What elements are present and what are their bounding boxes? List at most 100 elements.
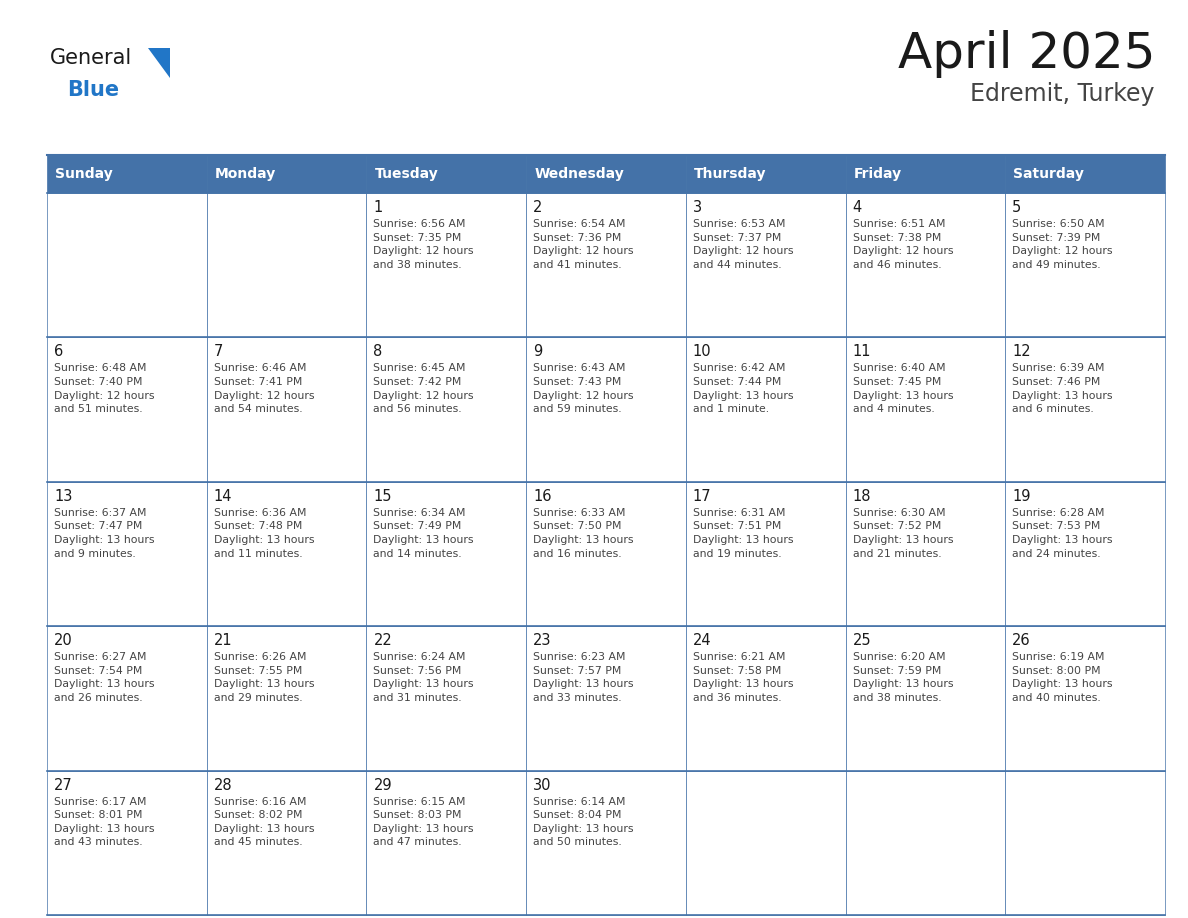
Bar	[526, 155, 685, 193]
Text: April 2025: April 2025	[897, 30, 1155, 78]
Bar	[48, 770, 207, 915]
Bar	[846, 482, 1005, 626]
Bar	[685, 482, 846, 626]
Text: Monday: Monday	[215, 167, 276, 181]
Bar	[366, 193, 526, 338]
Text: Sunrise: 6:14 AM
Sunset: 8:04 PM
Daylight: 13 hours
and 50 minutes.: Sunrise: 6:14 AM Sunset: 8:04 PM Dayligh…	[533, 797, 633, 847]
Text: Sunrise: 6:53 AM
Sunset: 7:37 PM
Daylight: 12 hours
and 44 minutes.: Sunrise: 6:53 AM Sunset: 7:37 PM Dayligh…	[693, 219, 794, 270]
Text: Sunrise: 6:45 AM
Sunset: 7:42 PM
Daylight: 12 hours
and 56 minutes.: Sunrise: 6:45 AM Sunset: 7:42 PM Dayligh…	[373, 364, 474, 414]
Bar	[526, 626, 685, 770]
Bar	[207, 770, 366, 915]
Text: Sunrise: 6:15 AM
Sunset: 8:03 PM
Daylight: 13 hours
and 47 minutes.: Sunrise: 6:15 AM Sunset: 8:03 PM Dayligh…	[373, 797, 474, 847]
Bar	[526, 193, 685, 338]
Text: 4: 4	[853, 200, 861, 215]
Bar	[207, 338, 366, 482]
Text: 9: 9	[533, 344, 543, 360]
Text: 23: 23	[533, 633, 551, 648]
Text: 22: 22	[373, 633, 392, 648]
Text: 18: 18	[853, 488, 871, 504]
Bar	[1005, 338, 1165, 482]
Bar	[366, 770, 526, 915]
Bar	[846, 770, 1005, 915]
Text: Blue: Blue	[67, 80, 119, 100]
Text: Sunrise: 6:56 AM
Sunset: 7:35 PM
Daylight: 12 hours
and 38 minutes.: Sunrise: 6:56 AM Sunset: 7:35 PM Dayligh…	[373, 219, 474, 270]
Text: 24: 24	[693, 633, 712, 648]
Text: Sunrise: 6:20 AM
Sunset: 7:59 PM
Daylight: 13 hours
and 38 minutes.: Sunrise: 6:20 AM Sunset: 7:59 PM Dayligh…	[853, 652, 953, 703]
Text: Sunrise: 6:36 AM
Sunset: 7:48 PM
Daylight: 13 hours
and 11 minutes.: Sunrise: 6:36 AM Sunset: 7:48 PM Dayligh…	[214, 508, 314, 558]
Text: Sunrise: 6:34 AM
Sunset: 7:49 PM
Daylight: 13 hours
and 14 minutes.: Sunrise: 6:34 AM Sunset: 7:49 PM Dayligh…	[373, 508, 474, 558]
Text: Sunrise: 6:16 AM
Sunset: 8:02 PM
Daylight: 13 hours
and 45 minutes.: Sunrise: 6:16 AM Sunset: 8:02 PM Dayligh…	[214, 797, 314, 847]
Bar	[48, 193, 207, 338]
Text: Tuesday: Tuesday	[374, 167, 438, 181]
Text: Sunrise: 6:46 AM
Sunset: 7:41 PM
Daylight: 12 hours
and 54 minutes.: Sunrise: 6:46 AM Sunset: 7:41 PM Dayligh…	[214, 364, 314, 414]
Text: 10: 10	[693, 344, 712, 360]
Bar	[207, 155, 366, 193]
Text: Sunrise: 6:28 AM
Sunset: 7:53 PM
Daylight: 13 hours
and 24 minutes.: Sunrise: 6:28 AM Sunset: 7:53 PM Dayligh…	[1012, 508, 1113, 558]
Bar	[1005, 482, 1165, 626]
Text: 26: 26	[1012, 633, 1031, 648]
Text: 1: 1	[373, 200, 383, 215]
Text: 12: 12	[1012, 344, 1031, 360]
Bar	[685, 770, 846, 915]
Text: 15: 15	[373, 488, 392, 504]
Bar	[366, 626, 526, 770]
Bar	[846, 338, 1005, 482]
Text: Thursday: Thursday	[694, 167, 766, 181]
Bar	[48, 338, 207, 482]
Bar	[846, 626, 1005, 770]
Text: Sunrise: 6:23 AM
Sunset: 7:57 PM
Daylight: 13 hours
and 33 minutes.: Sunrise: 6:23 AM Sunset: 7:57 PM Dayligh…	[533, 652, 633, 703]
Text: Sunrise: 6:27 AM
Sunset: 7:54 PM
Daylight: 13 hours
and 26 minutes.: Sunrise: 6:27 AM Sunset: 7:54 PM Dayligh…	[53, 652, 154, 703]
Text: Sunrise: 6:54 AM
Sunset: 7:36 PM
Daylight: 12 hours
and 41 minutes.: Sunrise: 6:54 AM Sunset: 7:36 PM Dayligh…	[533, 219, 633, 270]
Bar	[366, 155, 526, 193]
Text: 28: 28	[214, 778, 233, 792]
Bar	[1005, 770, 1165, 915]
Bar	[1005, 155, 1165, 193]
Text: Sunrise: 6:30 AM
Sunset: 7:52 PM
Daylight: 13 hours
and 21 minutes.: Sunrise: 6:30 AM Sunset: 7:52 PM Dayligh…	[853, 508, 953, 558]
Text: 13: 13	[53, 488, 72, 504]
Bar	[846, 155, 1005, 193]
Text: Sunrise: 6:50 AM
Sunset: 7:39 PM
Daylight: 12 hours
and 49 minutes.: Sunrise: 6:50 AM Sunset: 7:39 PM Dayligh…	[1012, 219, 1113, 270]
Bar	[685, 626, 846, 770]
Text: Sunday: Sunday	[55, 167, 113, 181]
Polygon shape	[148, 48, 170, 78]
Text: Friday: Friday	[853, 167, 902, 181]
Text: 6: 6	[53, 344, 63, 360]
Text: 20: 20	[53, 633, 72, 648]
Bar	[366, 482, 526, 626]
Text: Sunrise: 6:31 AM
Sunset: 7:51 PM
Daylight: 13 hours
and 19 minutes.: Sunrise: 6:31 AM Sunset: 7:51 PM Dayligh…	[693, 508, 794, 558]
Bar	[207, 193, 366, 338]
Text: 8: 8	[373, 344, 383, 360]
Bar	[207, 482, 366, 626]
Bar	[685, 338, 846, 482]
Text: 5: 5	[1012, 200, 1022, 215]
Text: 21: 21	[214, 633, 233, 648]
Text: 27: 27	[53, 778, 72, 792]
Text: 14: 14	[214, 488, 232, 504]
Text: 30: 30	[533, 778, 551, 792]
Text: 7: 7	[214, 344, 223, 360]
Bar	[526, 338, 685, 482]
Text: 2: 2	[533, 200, 543, 215]
Text: Sunrise: 6:48 AM
Sunset: 7:40 PM
Daylight: 12 hours
and 51 minutes.: Sunrise: 6:48 AM Sunset: 7:40 PM Dayligh…	[53, 364, 154, 414]
Bar	[1005, 626, 1165, 770]
Bar	[526, 770, 685, 915]
Bar	[685, 193, 846, 338]
Bar	[48, 155, 207, 193]
Text: Sunrise: 6:39 AM
Sunset: 7:46 PM
Daylight: 13 hours
and 6 minutes.: Sunrise: 6:39 AM Sunset: 7:46 PM Dayligh…	[1012, 364, 1113, 414]
Bar	[846, 193, 1005, 338]
Bar	[685, 155, 846, 193]
Text: Sunrise: 6:19 AM
Sunset: 8:00 PM
Daylight: 13 hours
and 40 minutes.: Sunrise: 6:19 AM Sunset: 8:00 PM Dayligh…	[1012, 652, 1113, 703]
Text: 19: 19	[1012, 488, 1031, 504]
Text: 3: 3	[693, 200, 702, 215]
Text: 29: 29	[373, 778, 392, 792]
Text: 17: 17	[693, 488, 712, 504]
Text: Sunrise: 6:21 AM
Sunset: 7:58 PM
Daylight: 13 hours
and 36 minutes.: Sunrise: 6:21 AM Sunset: 7:58 PM Dayligh…	[693, 652, 794, 703]
Text: General: General	[50, 48, 132, 68]
Bar	[526, 482, 685, 626]
Text: Sunrise: 6:42 AM
Sunset: 7:44 PM
Daylight: 13 hours
and 1 minute.: Sunrise: 6:42 AM Sunset: 7:44 PM Dayligh…	[693, 364, 794, 414]
Text: Saturday: Saturday	[1013, 167, 1085, 181]
Bar	[366, 338, 526, 482]
Text: Edremit, Turkey: Edremit, Turkey	[971, 82, 1155, 106]
Text: Sunrise: 6:37 AM
Sunset: 7:47 PM
Daylight: 13 hours
and 9 minutes.: Sunrise: 6:37 AM Sunset: 7:47 PM Dayligh…	[53, 508, 154, 558]
Text: Sunrise: 6:24 AM
Sunset: 7:56 PM
Daylight: 13 hours
and 31 minutes.: Sunrise: 6:24 AM Sunset: 7:56 PM Dayligh…	[373, 652, 474, 703]
